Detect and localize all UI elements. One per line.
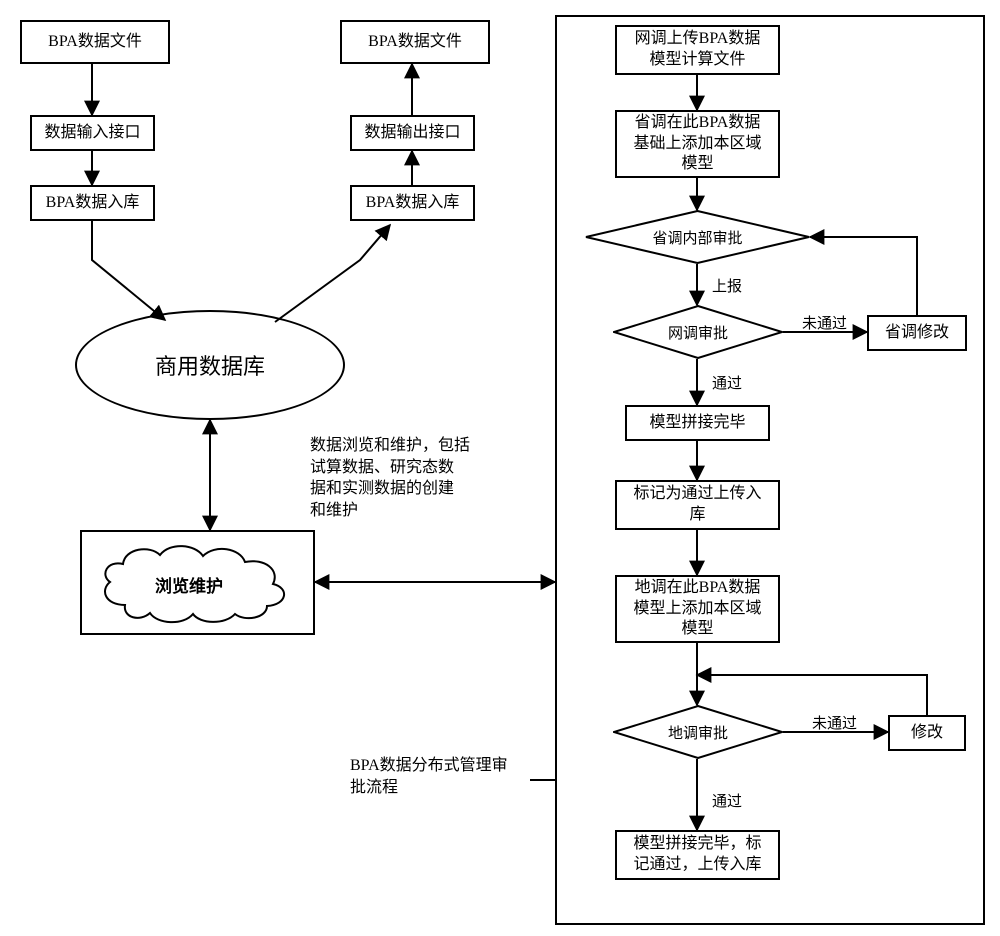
edge-d1-d2-label: 上报 [710, 275, 744, 296]
flow-mod1-label: 省调修改 [885, 323, 949, 344]
data-output-interface-label: 数据输出接口 [364, 123, 460, 144]
bpa-output-file-label: BPA数据文件 [368, 32, 462, 53]
edge-d3-pass-label: 通过 [710, 790, 744, 811]
flow-n1-upload-bpa: 网调上传BPA数据 模型计算文件 [615, 25, 780, 75]
flow-d2-label: 网调审批 [662, 322, 734, 343]
flow-n3-model-join-done: 模型拼接完毕 [625, 405, 770, 441]
bpa-input-file-label: BPA数据文件 [48, 32, 142, 53]
flow-d1-province-internal-approval: 省调内部审批 [585, 210, 810, 264]
flow-n6-final-upload: 模型拼接完毕，标 记通过，上传入库 [615, 830, 780, 880]
flow-n5-local-add: 地调在此BPA数据 模型上添加本区域 模型 [615, 575, 780, 643]
commercial-db-label: 商用数据库 [155, 349, 265, 381]
flow-n6-label: 模型拼接完毕，标 记通过，上传入库 [627, 834, 768, 876]
flow-n1-label: 网调上传BPA数据 模型计算文件 [627, 29, 768, 71]
edge-d2-fail-label: 未通过 [800, 312, 849, 333]
flow-n2-province-add: 省调在此BPA数据 基础上添加本区域 模型 [615, 110, 780, 178]
edge-d2-pass-label: 通过 [710, 372, 744, 393]
bpa-output-file-box: BPA数据文件 [340, 20, 490, 64]
data-output-interface-box: 数据输出接口 [350, 115, 475, 151]
browse-maintain-label: 浏览维护 [155, 572, 223, 597]
flow-n3-label: 模型拼接完毕 [649, 413, 745, 434]
flow-d3-local-approval: 地调审批 [613, 705, 783, 759]
flow-mod2-modify: 修改 [888, 715, 966, 751]
flow-d3-label: 地调审批 [662, 722, 734, 743]
annotation-flow-process: BPA数据分布式管理审 批流程 [350, 755, 550, 798]
flow-mod2-label: 修改 [911, 723, 943, 744]
data-input-interface-label: 数据输入接口 [44, 123, 140, 144]
flow-d1-label: 省调内部审批 [646, 227, 748, 248]
data-input-interface-box: 数据输入接口 [30, 115, 155, 151]
flow-n2-label: 省调在此BPA数据 基础上添加本区域 模型 [627, 113, 768, 175]
bpa-input-store-label: BPA数据入库 [46, 193, 140, 214]
bpa-input-store-box: BPA数据入库 [30, 185, 155, 221]
flow-mod1-province-modify: 省调修改 [867, 315, 967, 351]
annotation-browse-maintain: 数据浏览和维护，包括 试算数据、研究态数 据和实测数据的创建 和维护 [310, 435, 510, 521]
bpa-output-store-label: BPA数据入库 [366, 193, 460, 214]
flow-n4-mark-pass-upload: 标记为通过上传入 库 [615, 480, 780, 530]
flow-n4-label: 标记为通过上传入 库 [627, 484, 768, 526]
flow-n5-label: 地调在此BPA数据 模型上添加本区域 模型 [627, 578, 768, 640]
bpa-input-file-box: BPA数据文件 [20, 20, 170, 64]
edge-d3-fail-label: 未通过 [810, 712, 859, 733]
flow-d2-netdispatch-approval: 网调审批 [613, 305, 783, 359]
commercial-db-ellipse: 商用数据库 [75, 310, 345, 420]
bpa-output-store-box: BPA数据入库 [350, 185, 475, 221]
